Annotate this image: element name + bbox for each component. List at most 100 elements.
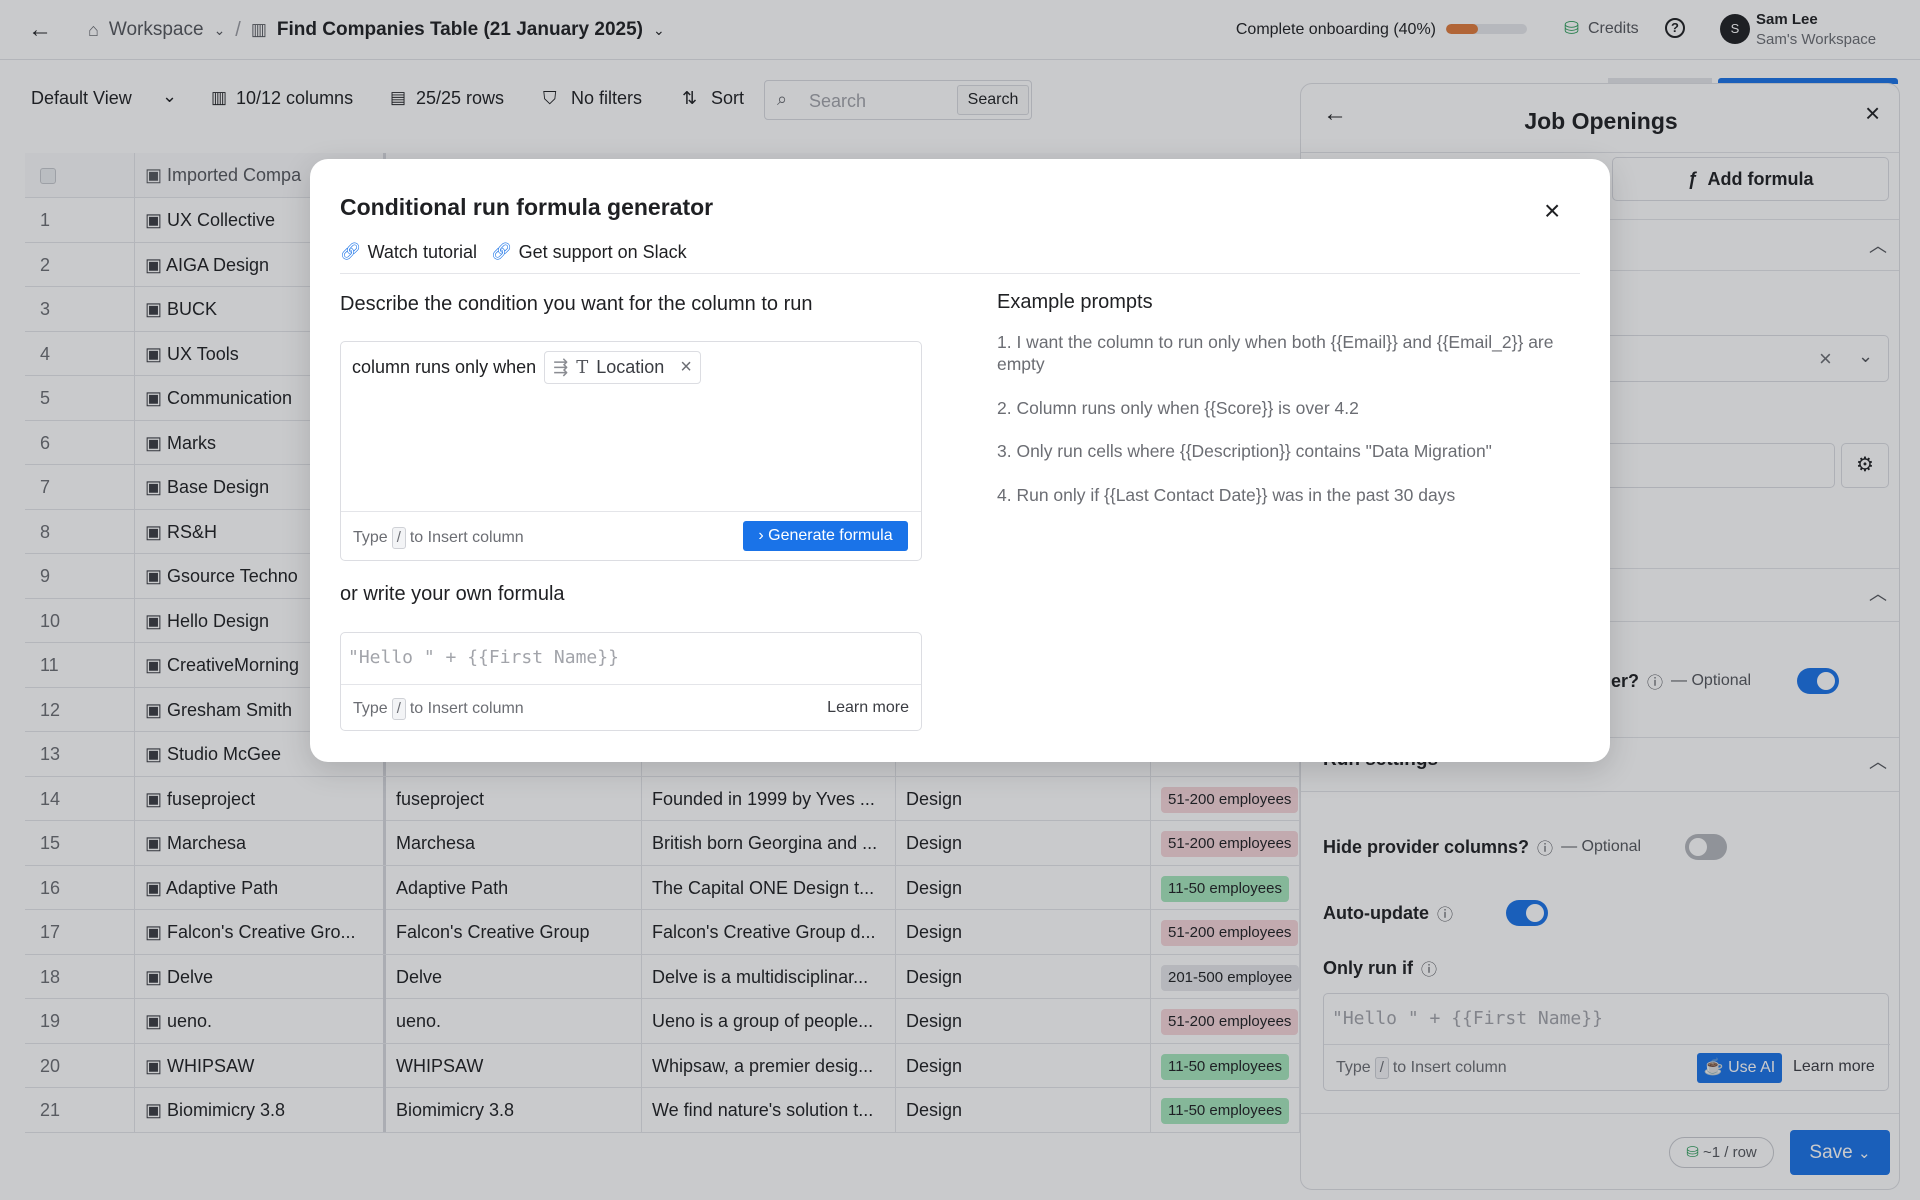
search-button[interactable]: Search [957, 85, 1029, 115]
chevron-up-icon[interactable]: ︿ [1869, 752, 1887, 772]
watch-tutorial-link[interactable]: Watch tutorial [367, 241, 477, 262]
auto-update-toggle[interactable] [1506, 900, 1548, 926]
table-row[interactable]: 14 ▣ fuseproject fuseproject Founded in 199… [25, 776, 1300, 821]
table-cell-n[interactable]: 10 [25, 598, 135, 643]
settings-gear-button[interactable]: ⚙ [1841, 443, 1889, 488]
select-all-checkbox[interactable] [40, 168, 56, 185]
info-icon[interactable]: ⓘ [1647, 675, 1664, 692]
table-cell-n[interactable]: 14 [25, 776, 135, 821]
filters-button[interactable]: No filters [571, 88, 643, 108]
table-cell-name2[interactable]: ueno. [386, 999, 642, 1043]
table-row[interactable]: 20 ▣ WHIPSAW WHIPSAW Whipsaw, a premier des… [25, 1043, 1300, 1088]
avatar[interactable]: S [1720, 14, 1750, 44]
table-cell-size[interactable]: 11-50 employees [1151, 1043, 1300, 1088]
table-cell-industry[interactable]: Design [896, 1043, 1151, 1088]
table-cell-industry[interactable]: Design [896, 1088, 1151, 1132]
table-cell-n[interactable]: 6 [25, 420, 135, 465]
table-title[interactable]: Find Companies Table (21 January 2025) [276, 19, 643, 40]
onboarding-label[interactable]: Complete onboarding (40%) [1235, 21, 1436, 38]
table-cell-n[interactable]: 8 [25, 509, 135, 554]
table-cell-desc[interactable]: The Capital ONE Design t... [642, 865, 896, 910]
column-chip-location[interactable]: ⇶ T Location × [544, 351, 701, 384]
chevron-up-icon[interactable]: ︿ [1869, 584, 1887, 604]
table-cell-n[interactable]: 4 [25, 331, 135, 376]
table-cell-n[interactable]: 1 [25, 198, 135, 242]
partial-option-toggle[interactable] [1797, 668, 1839, 694]
view-selector[interactable]: Default View [31, 88, 132, 108]
table-cell-name[interactable]: ▣ WHIPSAW [135, 1043, 386, 1088]
table-row[interactable]: 21 ▣ Biomimicry 3.8 Biomimicry 3.8 We find … [25, 1088, 1300, 1133]
table-cell-name2[interactable]: Delve [386, 954, 642, 999]
table-cell-desc[interactable]: Whipsaw, a premier desig... [642, 1043, 896, 1088]
only-run-if-input[interactable]: "Hello " + {{First Name}} [1332, 1008, 1603, 1029]
table-cell-name2[interactable]: Marchesa [386, 821, 642, 865]
table-cell-desc[interactable]: We find nature's solution t... [642, 1088, 896, 1132]
table-cell-size[interactable]: 51-200 employees [1151, 999, 1300, 1043]
table-cell-size[interactable]: 11-50 employees [1151, 1088, 1300, 1132]
table-cell-n[interactable]: 13 [25, 732, 135, 776]
table-cell-name[interactable]: ▣ Delve [135, 954, 386, 999]
onboarding-progress-bar[interactable] [1446, 24, 1527, 34]
table-row[interactable]: 18 ▣ Delve Delve Delve is a multidisciplina… [25, 954, 1300, 999]
table-cell-n[interactable]: 16 [25, 865, 135, 910]
chevron-up-icon[interactable]: ︿ [1869, 236, 1887, 256]
columns-button[interactable]: 10/12 columns [236, 88, 354, 108]
table-cell-n[interactable]: 19 [25, 999, 135, 1043]
table-cell-size[interactable]: 51-200 employees [1151, 910, 1300, 954]
table-cell-name[interactable]: ▣ Adaptive Path [135, 865, 386, 910]
info-icon[interactable]: ⓘ [1436, 907, 1453, 924]
table-cell-n[interactable]: 11 [25, 643, 135, 687]
table-cell-desc[interactable]: Falcon's Creative Group d... [642, 910, 896, 954]
table-cell-industry[interactable]: Design [896, 910, 1151, 954]
help-icon[interactable]: ? [1665, 18, 1685, 38]
table-cell-n[interactable]: 21 [25, 1088, 135, 1132]
table-cell-name2[interactable]: Biomimicry 3.8 [386, 1088, 642, 1132]
table-cell-desc[interactable]: Delve is a multidisciplinar... [642, 954, 896, 999]
rows-button[interactable]: 25/25 rows [416, 88, 505, 108]
table-cell-n[interactable]: 20 [25, 1043, 135, 1088]
table-cell-n[interactable]: 3 [25, 287, 135, 331]
slack-support-link[interactable]: Get support on Slack [518, 241, 687, 262]
table-row[interactable]: 16 ▣ Adaptive Path Adaptive Path The Capita… [25, 865, 1300, 910]
info-icon[interactable]: ⓘ [1537, 841, 1554, 858]
table-cell-n[interactable]: 5 [25, 376, 135, 420]
table-cell-size[interactable]: 201-500 employee [1151, 954, 1300, 999]
remove-chip-icon[interactable]: × [680, 356, 692, 378]
table-cell-industry[interactable]: Design [896, 954, 1151, 999]
example-prompt[interactable]: 1. I want the column to run only when bo… [997, 332, 1554, 374]
panel-top-tab-active[interactable] [1718, 78, 1898, 84]
table-cell-name[interactable]: ▣ Falcon's Creative Gro... [135, 910, 386, 954]
chevron-down-icon[interactable]: ⌄ [162, 86, 178, 106]
chevron-down-icon[interactable]: ⌄ [1858, 346, 1874, 366]
info-icon[interactable]: ⓘ [1421, 962, 1438, 979]
table-row[interactable]: 19 ▣ ueno. ueno. Ueno is a group of people.… [25, 999, 1300, 1044]
table-cell-n[interactable]: 2 [25, 242, 135, 287]
chevron-down-icon[interactable]: ⌄ [213, 21, 226, 38]
breadcrumb-workspace[interactable]: Workspace [108, 19, 204, 40]
table-cell-name[interactable]: ▣ fuseproject [135, 776, 386, 821]
table-cell-name2[interactable]: fuseproject [386, 776, 642, 821]
example-prompt[interactable]: 3. Only run cells where {{Description}} … [997, 441, 1492, 461]
table-cell-name[interactable]: ▣ Biomimicry 3.8 [135, 1088, 386, 1132]
table-cell-industry[interactable]: Design [896, 776, 1151, 821]
use-ai-button[interactable]: ☕ Use AI [1697, 1053, 1782, 1083]
learn-more-link[interactable]: Learn more [1793, 1058, 1875, 1075]
table-cell-industry[interactable]: Design [896, 821, 1151, 865]
chevron-down-icon[interactable]: ⌄ [1858, 1145, 1871, 1162]
own-formula-input[interactable]: "Hello " + {{First Name}} [348, 647, 619, 668]
learn-more-link[interactable]: Learn more [827, 699, 909, 716]
hide-provider-toggle[interactable] [1685, 834, 1727, 860]
search-input[interactable]: Search [809, 91, 867, 111]
chevron-down-icon[interactable]: ⌄ [652, 21, 665, 38]
table-cell-name[interactable]: ▣ ueno. [135, 999, 386, 1043]
save-button[interactable]: Save ⌄ [1790, 1130, 1890, 1175]
table-cell-name2[interactable]: WHIPSAW [386, 1043, 642, 1088]
table-cell-size[interactable]: 51-200 employees [1151, 821, 1300, 865]
table-cell-n[interactable]: 9 [25, 554, 135, 598]
generate-formula-button[interactable]: › Generate formula [743, 521, 908, 551]
condition-prompt-prefix[interactable]: column runs only when [352, 357, 537, 377]
table-cell-n[interactable]: 12 [25, 687, 135, 732]
close-icon[interactable]: × [1865, 98, 1881, 128]
back-icon[interactable]: ← [1323, 100, 1347, 127]
table-cell-size[interactable]: 11-50 employees [1151, 865, 1300, 910]
